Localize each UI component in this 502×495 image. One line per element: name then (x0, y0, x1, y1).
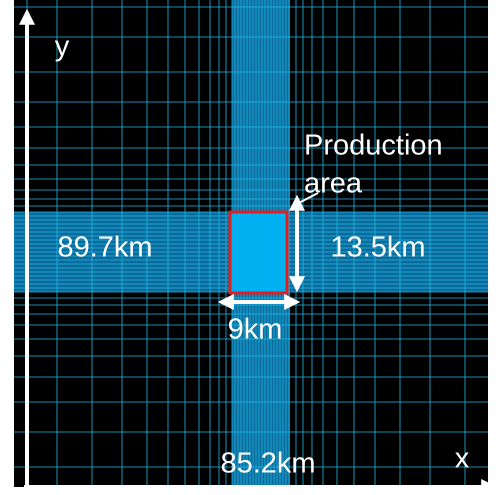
pointer-arrow (291, 192, 319, 207)
production-length: 13.5km (330, 232, 425, 264)
production-width: 9km (228, 314, 283, 346)
domain-length: 89.7km (57, 232, 152, 264)
y-label: y (55, 31, 70, 63)
domain-width: 85.2km (220, 448, 315, 480)
production-label: area (304, 168, 363, 200)
x-label: x (455, 443, 470, 475)
production-label: Production (304, 130, 443, 162)
production-area (228, 210, 289, 295)
